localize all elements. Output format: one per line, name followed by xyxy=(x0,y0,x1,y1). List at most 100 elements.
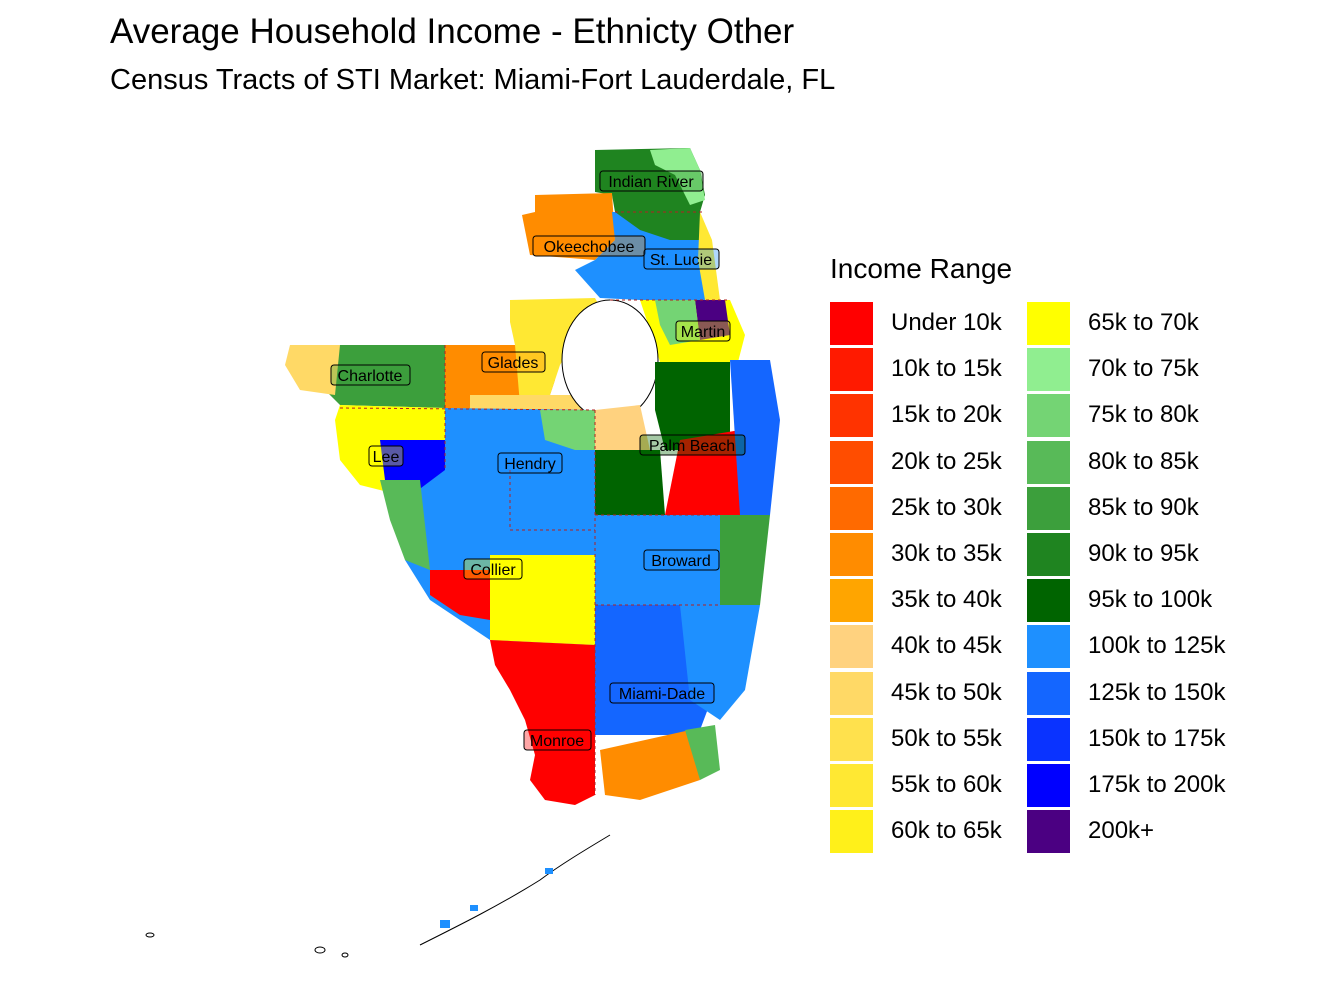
legend-label: 30k to 35k xyxy=(891,540,1002,567)
legend-label: 70k to 75k xyxy=(1088,355,1199,383)
florida-keys-tracts xyxy=(440,868,553,928)
county-label-indian-river: Indian River xyxy=(599,170,704,192)
legend-swatch xyxy=(1027,348,1070,392)
region-palm-beach-red xyxy=(665,430,740,515)
legend-swatch xyxy=(1027,302,1070,345)
legend-label: 55k to 60k xyxy=(891,771,1002,798)
region-palm-beach-west xyxy=(595,450,665,515)
map-subtitle: Census Tracts of STI Market: Miami-Fort … xyxy=(110,64,836,96)
county-labels: Indian River Okeechobee St. Lucie Martin… xyxy=(330,170,746,751)
lake-okeechobee xyxy=(561,299,659,421)
legend-swatch xyxy=(830,717,873,761)
legend-swatch xyxy=(1027,579,1070,623)
legend-swatch xyxy=(830,486,873,530)
region-st-lucie-north xyxy=(615,212,705,240)
region-miami-dade-green xyxy=(685,725,720,780)
legend-swatch xyxy=(830,625,873,669)
region-miami-dade-south xyxy=(600,730,700,800)
county-label-hendry: Hendry xyxy=(497,452,563,474)
region-collier-yellow xyxy=(490,555,595,645)
legend-swatch xyxy=(830,394,873,438)
svg-text:Miami-Dade: Miami-Dade xyxy=(619,686,705,703)
legend-swatch xyxy=(1027,440,1070,484)
svg-text:Monroe: Monroe xyxy=(530,733,584,750)
legend-swatch xyxy=(830,302,873,345)
legend-swatch xyxy=(1027,810,1070,854)
county-boundaries xyxy=(339,211,730,795)
legend-swatch xyxy=(1027,671,1070,715)
legend-label: 125k to 150k xyxy=(1088,678,1226,706)
region-palm-beach-north xyxy=(655,362,730,450)
region-hendry-green xyxy=(540,410,595,450)
county-label-monroe: Monroe xyxy=(523,729,592,751)
legend-label: 100k to 125k xyxy=(1088,632,1226,660)
county-label-charlotte: Charlotte xyxy=(330,364,411,386)
legend-label: Under 10k xyxy=(891,309,1002,336)
legend-swatch xyxy=(1027,625,1070,669)
region-okeechobee xyxy=(522,193,615,260)
legend-label: 35k to 40k xyxy=(891,586,1002,614)
county-label-glades: Glades xyxy=(481,351,546,373)
svg-text:Indian River: Indian River xyxy=(608,174,694,191)
legend-label: 80k to 85k xyxy=(1088,447,1199,475)
choropleth-map: Indian River Okeechobee St. Lucie Martin… xyxy=(145,148,780,958)
legend-swatch xyxy=(830,810,873,854)
legend-label: 50k to 55k xyxy=(891,724,1002,752)
legend-label: 75k to 80k xyxy=(1088,401,1199,429)
legend-label: 175k to 200k xyxy=(1088,771,1226,798)
region-martin-green xyxy=(655,300,700,345)
region-glades-south xyxy=(470,395,590,410)
legend-label: 15k to 20k xyxy=(891,401,1002,429)
florida-keys xyxy=(145,834,611,958)
svg-text:St. Lucie: St. Lucie xyxy=(650,252,712,269)
legend-label: 95k to 100k xyxy=(1088,586,1213,614)
region-palm-beach-coast xyxy=(730,360,780,515)
county-label-st-lucie: St. Lucie xyxy=(643,248,720,270)
legend-label: 85k to 90k xyxy=(1088,493,1199,521)
legend-label: 65k to 70k xyxy=(1088,309,1199,336)
svg-text:Hendry: Hendry xyxy=(504,456,556,473)
legend-label: 25k to 30k xyxy=(891,493,1002,521)
legend-swatch xyxy=(1027,533,1070,576)
county-label-martin: Martin xyxy=(675,320,731,342)
svg-text:Martin: Martin xyxy=(681,324,725,341)
county-label-palm-beach: Palm Beach xyxy=(639,434,746,456)
legend-swatch xyxy=(830,579,873,623)
county-label-collier: Collier xyxy=(463,558,523,580)
svg-text:Lee: Lee xyxy=(373,449,400,466)
legend-label: 40k to 45k xyxy=(891,632,1002,660)
region-monroe xyxy=(490,640,595,805)
region-collier-coast xyxy=(380,480,430,570)
county-label-lee: Lee xyxy=(368,445,404,467)
legend-label: 20k to 25k xyxy=(891,447,1002,475)
legend-swatch xyxy=(830,533,873,576)
county-label-miami-dade: Miami-Dade xyxy=(609,682,715,704)
region-martin-dark xyxy=(695,300,730,340)
county-label-okeechobee: Okeechobee xyxy=(532,235,646,257)
legend-swatch xyxy=(830,348,873,392)
legend-swatch xyxy=(1027,717,1070,761)
svg-text:Charlotte: Charlotte xyxy=(338,368,403,385)
county-label-broward: Broward xyxy=(643,549,720,571)
region-collier-red xyxy=(430,570,490,620)
region-broward-coast xyxy=(720,515,770,605)
legend-label: 10k to 15k xyxy=(891,355,1002,383)
legend-swatch xyxy=(1027,394,1070,438)
region-st-lucie-coast xyxy=(698,212,720,300)
legend-swatch xyxy=(830,764,873,807)
region-broward xyxy=(595,515,720,605)
legend-label: 150k to 175k xyxy=(1088,724,1226,752)
legend-swatch xyxy=(830,671,873,715)
legend-label: 60k to 65k xyxy=(891,817,1002,845)
region-charlotte-coast xyxy=(285,345,340,395)
svg-text:Okeechobee: Okeechobee xyxy=(544,239,635,256)
legend-title: Income Range xyxy=(830,253,1013,284)
region-miami-dade-coast xyxy=(680,605,760,720)
legend-label: 200k+ xyxy=(1088,817,1155,845)
legend-label: 45k to 50k xyxy=(891,678,1002,706)
svg-text:Collier: Collier xyxy=(470,562,516,579)
svg-text:Glades: Glades xyxy=(488,355,539,372)
legend-swatch xyxy=(1027,764,1070,807)
legend-label: 90k to 95k xyxy=(1088,540,1199,567)
svg-text:Broward: Broward xyxy=(651,553,711,570)
